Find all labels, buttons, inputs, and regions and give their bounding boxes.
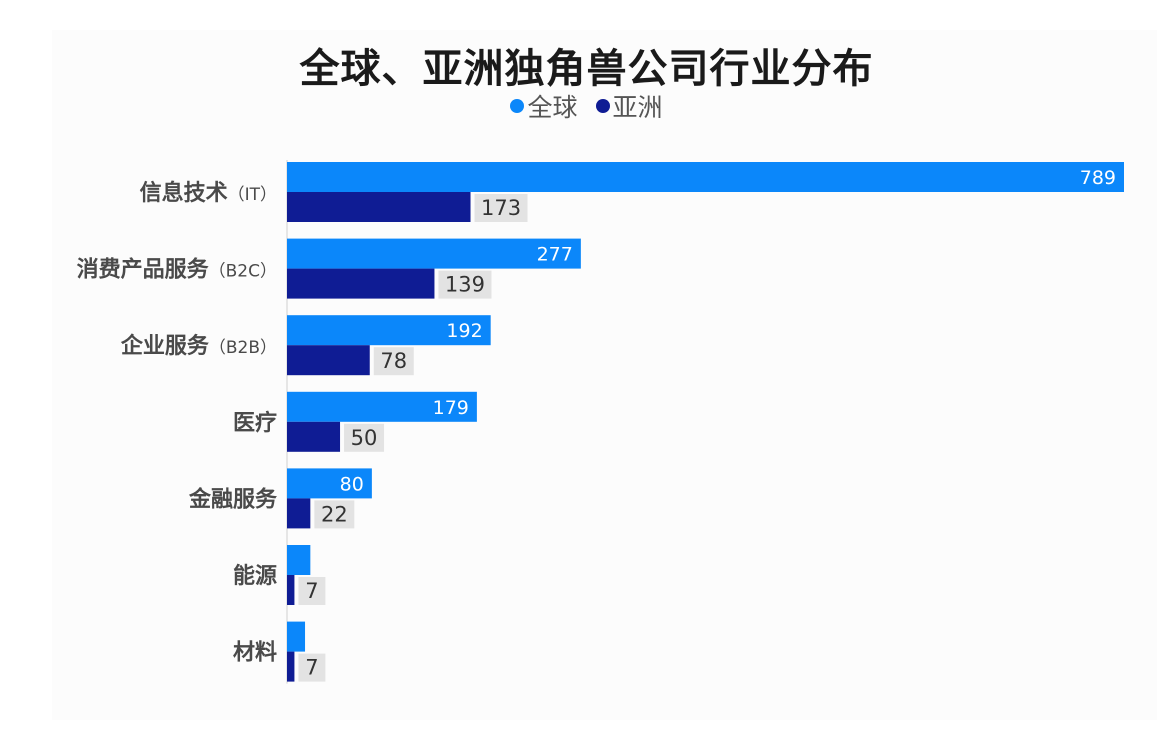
bar-asia[interactable] bbox=[287, 192, 471, 222]
bar-asia[interactable] bbox=[287, 498, 311, 529]
data-label-global: 789 bbox=[1080, 167, 1116, 189]
bar-asia[interactable] bbox=[287, 421, 341, 452]
bar-global[interactable] bbox=[287, 315, 491, 346]
bar-asia[interactable] bbox=[287, 651, 295, 682]
bar-global[interactable] bbox=[287, 238, 581, 269]
legend: 全球 亚洲 bbox=[0, 88, 1173, 124]
bar-global[interactable] bbox=[287, 545, 311, 575]
category-label: 金融服务 bbox=[188, 486, 278, 512]
legend-item-global[interactable]: 全球 bbox=[510, 88, 578, 124]
bar-asia[interactable] bbox=[287, 268, 435, 299]
category-label: 医疗 bbox=[233, 410, 277, 436]
category-label: 材料 bbox=[233, 641, 277, 666]
bar-global[interactable] bbox=[287, 391, 477, 422]
category-label: 消费产品服务（B2C） bbox=[77, 258, 277, 283]
data-label-global: 192 bbox=[446, 320, 482, 342]
data-label-bg-asia bbox=[373, 347, 414, 376]
data-label-asia: 78 bbox=[380, 349, 407, 373]
data-label-asia: 50 bbox=[351, 426, 378, 450]
legend-item-asia[interactable]: 亚洲 bbox=[595, 88, 663, 124]
category-label: 信息技术（IT） bbox=[140, 180, 277, 206]
bar-global[interactable] bbox=[287, 621, 306, 652]
data-label-asia: 22 bbox=[321, 502, 348, 526]
data-label-global: 80 bbox=[340, 473, 364, 495]
bar-asia[interactable] bbox=[287, 345, 370, 376]
legend-dot-global bbox=[510, 99, 525, 113]
data-label-bg-asia bbox=[344, 423, 385, 452]
data-label-asia: 139 bbox=[445, 273, 485, 297]
bar-global[interactable] bbox=[287, 468, 372, 499]
data-label-global: 179 bbox=[433, 397, 469, 419]
bar-global[interactable] bbox=[287, 162, 1124, 192]
data-label-asia: 7 bbox=[305, 579, 318, 603]
bar-asia[interactable] bbox=[287, 575, 295, 605]
data-label-asia: 173 bbox=[481, 196, 521, 220]
data-label-asia: 7 bbox=[305, 656, 318, 680]
chart-panel bbox=[52, 30, 1157, 720]
legend-dot-asia bbox=[595, 99, 610, 113]
category-label: 企业服务（B2B） bbox=[120, 333, 277, 359]
data-label-bg-asia bbox=[314, 500, 355, 529]
category-label: 能源 bbox=[233, 563, 277, 589]
data-label-global: 277 bbox=[537, 244, 573, 266]
data-label-bg-asia bbox=[438, 270, 492, 299]
data-label-bg-asia bbox=[298, 577, 326, 605]
chart-title: 全球、亚洲独角兽公司行业分布 bbox=[299, 46, 874, 92]
data-label-bg-asia bbox=[474, 194, 528, 222]
legend-label-asia: 亚洲 bbox=[612, 93, 663, 122]
data-label-bg-asia bbox=[298, 653, 326, 682]
legend-label-global: 全球 bbox=[527, 93, 578, 122]
